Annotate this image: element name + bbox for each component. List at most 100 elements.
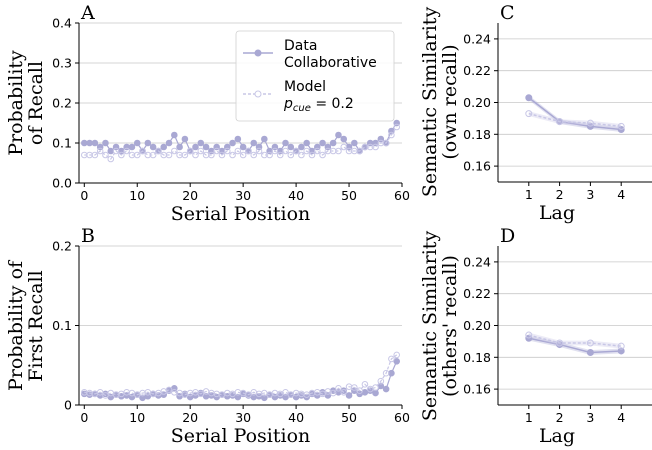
series-model-point xyxy=(176,151,183,159)
series-model-point xyxy=(202,151,210,159)
series-model-point xyxy=(80,151,88,159)
x-axis-label: Lag xyxy=(539,425,575,447)
series-model-point xyxy=(287,391,295,398)
y-axis-label: Probabilityof Recall xyxy=(5,50,47,156)
x-tick-label: 20 xyxy=(182,410,198,425)
panel-b: 0 0.1 0.2 0 10 20 30 40 50 60 Serial Position Proba… xyxy=(5,225,410,447)
series-model-point xyxy=(229,151,236,159)
x-tick-label: 3 xyxy=(586,410,594,425)
series-model-point xyxy=(255,390,263,398)
series-data-point xyxy=(372,389,379,397)
series-model-point xyxy=(324,388,332,395)
panel-label: D xyxy=(500,225,515,247)
series-model-point xyxy=(139,147,146,155)
series-data-point xyxy=(388,369,395,377)
series-model-point xyxy=(525,110,533,118)
series-model-point xyxy=(107,389,115,397)
x-tick-label: 0 xyxy=(80,188,88,203)
series-model-point xyxy=(366,385,374,393)
series-data-point xyxy=(261,394,268,402)
series-model-point xyxy=(356,387,363,394)
series-model-point xyxy=(586,119,594,127)
legend-model-param-sub: cue xyxy=(293,103,311,114)
series-model-point xyxy=(377,377,385,385)
series-data-point xyxy=(144,139,152,147)
series-data-point xyxy=(234,135,242,143)
legend-model-label: Model xyxy=(284,79,326,95)
series-model-point xyxy=(382,139,390,147)
series-model-point xyxy=(356,147,363,155)
series-model-point xyxy=(213,390,220,398)
series-model-point xyxy=(128,389,136,397)
y-tick-label: 0.2 xyxy=(52,239,72,254)
series-data-point xyxy=(351,139,358,147)
series-model-point xyxy=(335,147,342,155)
y-tick-label: 0.20 xyxy=(463,318,491,333)
panel-label: A xyxy=(80,2,95,24)
series-model-point xyxy=(340,388,348,396)
series-model-point xyxy=(186,147,194,155)
y-axis-label: Semantic Similarity(own recall) xyxy=(419,7,461,198)
series-model-point xyxy=(91,390,99,398)
y-tick-label: 0.24 xyxy=(463,31,491,46)
series-model-point xyxy=(234,147,242,155)
series-model-point xyxy=(139,389,146,397)
series-model-point xyxy=(556,118,564,126)
series-model-point xyxy=(165,386,173,394)
series-model-point xyxy=(91,151,99,159)
series-data-point xyxy=(133,139,141,147)
y-tick-label: 0.1 xyxy=(52,318,72,333)
y-tick-label: 0.22 xyxy=(463,63,491,78)
series-model-point xyxy=(229,390,236,398)
y-tick-label: 0.18 xyxy=(463,127,491,142)
x-tick-label: 10 xyxy=(129,188,145,203)
y-tick-label: 0.18 xyxy=(463,350,491,365)
x-tick-label: 30 xyxy=(235,188,251,203)
series-model-point xyxy=(313,388,321,396)
series-model-point xyxy=(388,131,395,139)
series-data-point xyxy=(345,392,353,399)
x-tick-label: 60 xyxy=(394,410,410,425)
series-model-point xyxy=(160,151,168,159)
series-model-point xyxy=(372,384,379,391)
legend-box xyxy=(235,30,395,122)
series-model-point xyxy=(366,143,374,151)
series-model-point xyxy=(556,339,564,347)
x-tick-label: 1 xyxy=(525,187,533,202)
y-tick-label: 0.16 xyxy=(463,382,491,397)
x-tick-label: 20 xyxy=(182,188,198,203)
legend-data-label: Collaborative xyxy=(284,55,377,71)
series-model-line xyxy=(528,112,622,128)
series-model-point xyxy=(319,390,326,398)
x-tick-label: 2 xyxy=(556,410,564,425)
series-model-point xyxy=(223,389,231,397)
series-data-point xyxy=(303,139,310,147)
series-model-point xyxy=(96,388,104,396)
x-tick-label: 1 xyxy=(525,410,533,425)
series-model-band xyxy=(528,332,622,349)
series-data-point xyxy=(197,139,205,147)
y-tick-label: 0.4 xyxy=(52,16,72,31)
series-data-point xyxy=(525,94,533,102)
series-model-point xyxy=(144,151,152,159)
x-axis-label: Lag xyxy=(539,202,575,224)
series-model-point xyxy=(123,388,130,396)
series-data-point xyxy=(586,349,594,357)
series-model-point xyxy=(239,151,247,159)
series-data-point xyxy=(107,147,115,155)
x-axis-label: Serial Position xyxy=(171,425,311,447)
series-model-point xyxy=(382,369,390,377)
y-axis-label-line: (own recall) xyxy=(439,44,461,159)
x-tick-label: 30 xyxy=(235,410,251,425)
series-model-point xyxy=(345,383,353,391)
series-model-point xyxy=(271,147,279,155)
series-model-point xyxy=(340,143,348,151)
series-model-point xyxy=(308,389,316,397)
series-model-point xyxy=(292,389,300,397)
y-axis-label: Semantic Similarity(others' recall) xyxy=(419,231,461,422)
series-model-point xyxy=(245,147,252,155)
series-data-point xyxy=(86,139,93,147)
y-tick-label: 0.20 xyxy=(463,95,491,110)
series-model-point xyxy=(239,389,247,397)
